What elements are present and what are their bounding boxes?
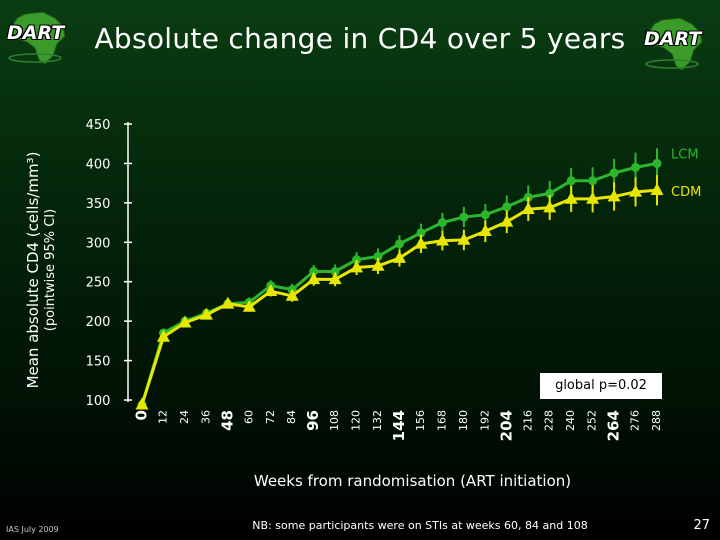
y-tick-label: 400 [86,157,111,172]
data-point-lcm [352,255,362,265]
data-point-lcm [566,176,576,186]
data-point-cdm [350,260,364,273]
page-number: 27 [693,518,710,533]
data-point-lcm [652,158,662,168]
data-point-cdm [242,299,256,312]
data-point-lcm [416,228,426,238]
data-point-cdm [607,189,621,202]
x-tick-label: 84 [285,410,298,424]
x-tick-label: 288 [650,410,663,431]
slide-title: Absolute change in CD4 over 5 years [94,22,626,55]
data-point-lcm [395,239,404,249]
x-tick-label: 48 [218,410,236,431]
y-axis-label: Mean absolute CD4 (cells/mm³) [24,151,42,389]
x-axis-label: Weeks from randomisation (ART initiation… [253,472,572,490]
x-tick-label: 240 [564,410,577,431]
x-tick-label: 72 [264,410,277,424]
data-point-cdm [264,283,278,296]
x-tick-label: 108 [328,410,341,431]
data-point-cdm [629,184,643,197]
logo-text-right: DART [644,28,702,50]
x-tick-label: 132 [371,410,384,431]
data-point-cdm [414,236,428,249]
africa-map-icon [645,17,703,71]
data-point-cdm [435,233,449,246]
x-tick-label: 96 [304,410,322,431]
logo-text-left: DART [7,22,65,44]
x-tick-label: 264 [605,410,623,441]
series-label-cdm: CDM [671,185,701,200]
x-tick-label: 192 [478,410,491,431]
data-point-lcm [309,266,319,276]
y-tick-label: 150 [86,355,111,370]
x-tick-label: 36 [199,410,212,424]
y-tick-label: 200 [86,315,111,330]
x-tick-label: 0 [133,410,151,420]
x-tick-label: 12 [156,410,169,424]
data-point-cdm [650,183,664,196]
x-tick-label: 156 [414,410,427,431]
data-point-cdm [371,258,385,271]
data-point-cdm [307,272,321,285]
x-tick-label: 24 [178,410,191,424]
data-point-lcm [502,202,512,212]
y-tick-label: 450 [86,118,111,133]
x-tick-label: 204 [497,410,515,441]
x-tick-label: 60 [242,410,255,424]
x-tick-label: 120 [350,410,363,431]
data-point-cdm [221,296,235,309]
data-point-lcm [480,210,490,220]
data-point-cdm [178,315,192,328]
data-point-lcm [609,168,619,178]
data-point-lcm [588,176,598,186]
footnote: NB: some participants were on STIs at we… [252,519,588,532]
data-point-cdm [457,232,471,245]
y-tick-label: 100 [86,394,111,409]
africa-map-icon [8,11,66,65]
x-tick-label: 180 [457,410,470,431]
data-point-cdm [478,224,492,237]
data-point-cdm [199,307,213,320]
y-tick-label: 350 [86,197,111,212]
data-point-cdm [156,329,170,342]
data-point-lcm [459,212,469,222]
data-point-cdm [393,250,406,263]
data-point-cdm [328,272,342,285]
conference-label: IAS July 2009 [6,525,59,534]
x-tick-label: 168 [435,410,448,431]
p-value-annotation: global p=0.02 [540,373,662,399]
series-label-lcm: LCM [671,147,699,162]
data-point-lcm [330,266,340,276]
data-point-lcm [437,218,447,228]
x-tick-label: 228 [543,410,556,431]
data-point-lcm [631,162,641,172]
data-point-lcm [373,251,383,261]
y-axis-sublabel: (pointwise 95% CI) [43,208,58,332]
x-tick-label: 216 [521,410,534,431]
data-point-lcm [545,188,555,198]
data-point-cdm [135,397,149,410]
y-tick-label: 250 [86,276,111,291]
data-point-cdm [586,191,600,204]
x-tick-label: 144 [390,410,408,441]
x-tick-label: 276 [629,410,642,431]
data-point-cdm [285,288,299,301]
data-point-cdm [543,200,557,213]
data-point-cdm [500,214,514,227]
y-tick-label: 300 [86,236,111,251]
dart-logo-left: DART [3,8,73,68]
data-point-cdm [521,201,535,214]
dart-logo-right: DART [640,14,710,74]
x-tick-label: 252 [586,410,599,431]
data-point-cdm [564,191,578,204]
